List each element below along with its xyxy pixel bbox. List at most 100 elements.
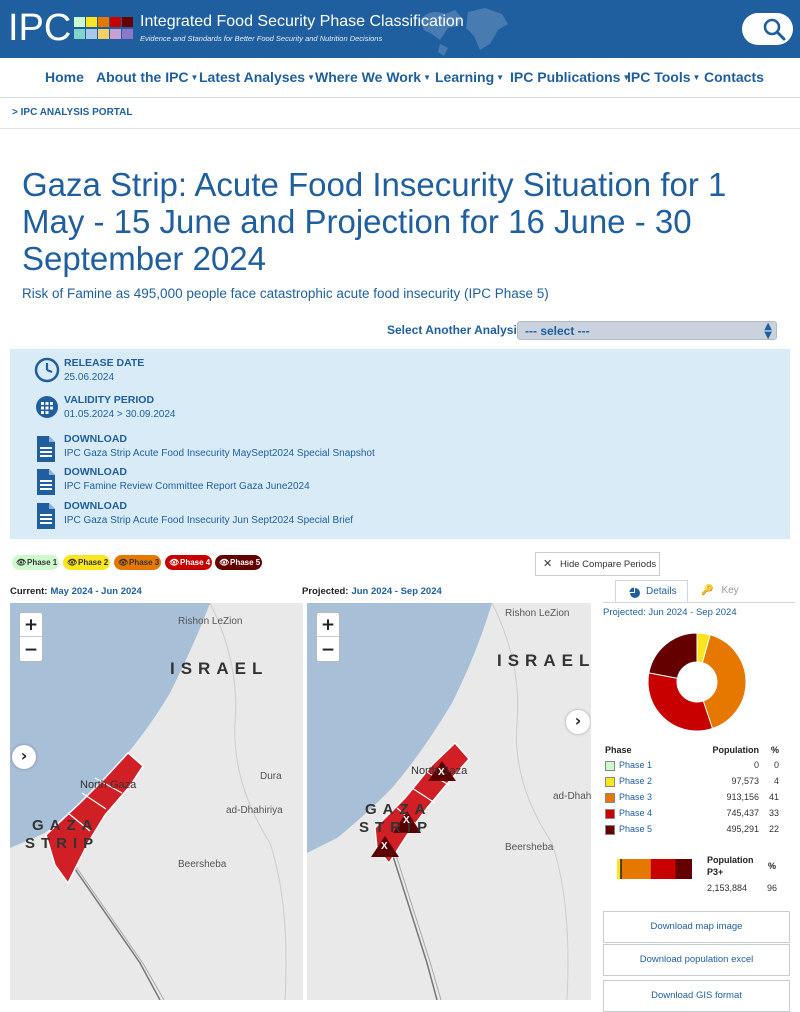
- projected-period-label: Projected: Jun 2024 - Sep 2024: [302, 586, 442, 597]
- page-subtitle: Risk of Famine as 495,000 people face ca…: [22, 286, 549, 301]
- current-period-label: Current: May 2024 - Jun 2024: [10, 586, 142, 597]
- table-header-row: Phase Population %: [603, 744, 783, 759]
- nav-ipc-publications[interactable]: IPC Publications ▼: [510, 69, 630, 85]
- breadcrumb-ipc-analysis-portal[interactable]: > IPC ANALYSIS PORTAL: [12, 107, 133, 118]
- download-title: IPC Gaza Strip Acute Food Insecurity May…: [64, 448, 375, 459]
- zoom-control: + −: [19, 612, 43, 662]
- logo-swatch: [98, 17, 109, 27]
- map-expand-arrow[interactable]: ›: [566, 710, 590, 734]
- table-row: Phase 4 745,437 33: [603, 807, 783, 822]
- header-pct: %: [770, 745, 779, 755]
- document-icon: [37, 436, 55, 462]
- map-base: [307, 603, 569, 1000]
- phase-name: Phase 3: [619, 792, 653, 802]
- tab-divider: [603, 602, 795, 603]
- download-label: DOWNLOAD: [64, 433, 127, 445]
- search-icon: [763, 18, 786, 41]
- phase-2-toggle[interactable]: 👁 Phase 2: [63, 555, 110, 570]
- download-label: DOWNLOAD: [64, 500, 127, 512]
- download-population-excel-button[interactable]: Download population excel: [603, 944, 790, 976]
- logo-swatch: [122, 29, 133, 39]
- map-expand-arrow[interactable]: ›: [12, 745, 36, 769]
- phase-4-toggle[interactable]: 👁 Phase 4: [165, 555, 212, 570]
- nav-ipc-tools[interactable]: IPC Tools ▼: [627, 69, 700, 85]
- map-label-beersheba: Beersheba: [178, 859, 227, 870]
- bar-segment-phase-5: [675, 859, 692, 879]
- zoom-out-button[interactable]: −: [320, 640, 336, 660]
- phase-distribution-bar: [617, 859, 692, 879]
- donut-slice-phase-4[interactable]: [647, 672, 714, 732]
- tab-key[interactable]: 🔑 Key: [701, 585, 739, 596]
- p3-header-line2: P3+: [707, 867, 724, 877]
- caret-down-icon: ▼: [496, 73, 505, 82]
- caret-down-icon: ▼: [692, 73, 701, 82]
- table-row: Phase 2 97,573 4: [603, 775, 783, 790]
- famine-risk-marker[interactable]: X: [403, 815, 410, 826]
- download-gis-format-button[interactable]: Download GIS format: [603, 980, 790, 1012]
- search-button[interactable]: [742, 13, 793, 45]
- nav-where-we-work[interactable]: Where We Work ▼: [315, 69, 431, 85]
- donut-slice-phase-3[interactable]: [701, 634, 747, 730]
- logo-swatch: [98, 29, 109, 39]
- map-label-dhah: ad-Dhah: [553, 791, 591, 802]
- famine-risk-marker[interactable]: X: [381, 841, 388, 852]
- p3-plus-header: Population P3+: [707, 854, 754, 878]
- tab-details[interactable]: Details: [615, 580, 688, 603]
- map-base: [10, 603, 287, 1000]
- nav-latest-analyses[interactable]: Latest Analyses ▼: [199, 69, 315, 85]
- eye-icon: 👁: [118, 558, 129, 567]
- download-title: IPC Famine Review Committee Report Gaza …: [64, 481, 310, 492]
- map-label-israel: ISRAEL: [170, 659, 269, 678]
- main-navigation: Home About the IPC ▼ Latest Analyses ▼ Whe…: [0, 58, 800, 98]
- map-label-north-gaza: North Gaza: [80, 779, 137, 791]
- phase-3-toggle[interactable]: 👁 Phase 3: [114, 555, 161, 570]
- select-analysis-dropdown[interactable]: --- select --- ▲ ▼: [517, 321, 777, 341]
- nav-about-the-ipc[interactable]: About the IPC ▼: [96, 69, 198, 85]
- eye-icon: 👁: [67, 558, 78, 567]
- phase-5-toggle[interactable]: 👁 Phase 5: [215, 555, 262, 570]
- table-row: Phase 3 913,156 41: [603, 791, 783, 806]
- nav-learning[interactable]: Learning ▼: [435, 69, 504, 85]
- phase-pct: 41: [768, 792, 779, 802]
- caret-down-icon: ▼: [307, 73, 316, 82]
- ipc-logo[interactable]: IPC: [8, 7, 72, 49]
- download-label: DOWNLOAD: [64, 466, 127, 478]
- nav-publications-label: IPC Publications: [510, 69, 621, 85]
- hide-compare-label: Hide Compare Periods: [560, 559, 657, 570]
- nav-home-label: Home: [45, 69, 84, 85]
- current-period-value: May 2024 - Jun 2024: [50, 586, 142, 597]
- p3-header-line1: Population: [707, 855, 754, 865]
- logo-swatch: [122, 17, 133, 27]
- current-map[interactable]: + − Rishon LeZion ISRAEL Dura ad-Dhahiri…: [10, 603, 303, 1000]
- p3-threshold-marker: [620, 859, 622, 879]
- phase-population: 97,573: [731, 776, 759, 786]
- zoom-out-button[interactable]: −: [23, 640, 39, 660]
- side-panel-period: Projected: Jun 2024 - Sep 2024: [603, 607, 737, 618]
- download-map-image-button[interactable]: Download map image: [603, 911, 790, 943]
- phase-toggle-label: Phase 2: [78, 558, 109, 567]
- zoom-in-button[interactable]: +: [317, 613, 339, 637]
- eye-icon: 👁: [219, 558, 230, 567]
- projected-map[interactable]: + − Rishon LeZion ISRAEL ad-Dhah North G…: [307, 603, 591, 1000]
- phase-1-toggle[interactable]: 👁 Phase 1: [12, 555, 59, 570]
- nav-contacts[interactable]: Contacts: [704, 69, 764, 85]
- validity-period-label: VALIDITY PERIOD: [64, 394, 155, 406]
- globe-map-decoration: [420, 8, 508, 56]
- famine-risk-marker[interactable]: X: [438, 767, 445, 778]
- phase-population: 745,437: [726, 808, 759, 818]
- select-arrows-icon: ▲ ▼: [764, 321, 772, 341]
- logo-swatch: [110, 17, 121, 27]
- select-analysis-value: --- select ---: [525, 324, 590, 338]
- select-analysis-label: Select Another Analysis:: [387, 323, 528, 337]
- hide-compare-periods-button[interactable]: ✕ Hide Compare Periods: [535, 552, 660, 576]
- nav-latest-label: Latest Analyses: [199, 69, 306, 85]
- zoom-in-button[interactable]: +: [20, 613, 42, 637]
- nav-home[interactable]: Home: [45, 69, 84, 85]
- phase-swatch: [605, 761, 615, 771]
- top-header: IPC Integrated Food Security Phase Class…: [0, 0, 800, 58]
- release-date-value: 25.06.2024: [64, 372, 115, 383]
- download-title: IPC Gaza Strip Acute Food Insecurity Jun…: [64, 515, 354, 526]
- donut-slice-phase-5[interactable]: [648, 632, 698, 679]
- phase-donut-chart: [647, 632, 747, 732]
- tab-key-label: Key: [721, 585, 739, 596]
